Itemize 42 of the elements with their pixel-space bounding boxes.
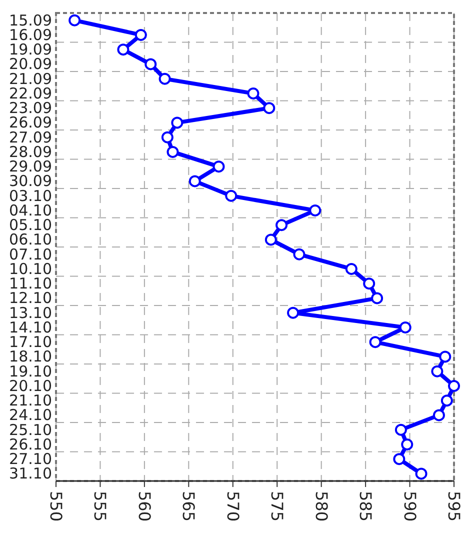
point	[440, 394, 453, 407]
x-tick-label: 565	[179, 491, 198, 522]
point	[171, 116, 184, 129]
point	[134, 28, 147, 41]
point	[287, 306, 300, 319]
point	[264, 234, 277, 246]
point	[415, 468, 428, 480]
point	[448, 380, 460, 392]
point	[263, 102, 276, 114]
point	[225, 190, 238, 202]
point	[188, 175, 201, 188]
x-tick-label: 570	[223, 491, 242, 522]
point	[432, 409, 445, 422]
x-tick-label: 555	[90, 491, 110, 522]
x-tick-label: 550	[46, 491, 66, 522]
point	[158, 72, 171, 85]
point	[276, 219, 288, 232]
point	[369, 336, 382, 348]
point	[293, 248, 306, 260]
point	[393, 453, 406, 466]
x-tick-label: 585	[356, 491, 376, 522]
point	[161, 131, 174, 144]
x-tick-label: 580	[312, 491, 331, 522]
x-tick-label: 595	[444, 491, 464, 522]
point	[439, 350, 452, 363]
point	[212, 160, 225, 173]
point	[68, 14, 81, 26]
point	[394, 424, 407, 436]
x-tick-label: 560	[134, 491, 154, 522]
point	[144, 58, 157, 70]
point	[309, 204, 322, 216]
point	[363, 278, 376, 290]
point	[166, 146, 179, 158]
point	[399, 321, 412, 334]
x-tick-label: 590	[400, 491, 420, 522]
point	[117, 44, 130, 56]
point	[345, 262, 358, 275]
point	[247, 87, 260, 100]
x-tick-label: 575	[268, 491, 287, 522]
point	[401, 438, 414, 450]
point	[371, 292, 384, 304]
point	[431, 365, 444, 378]
